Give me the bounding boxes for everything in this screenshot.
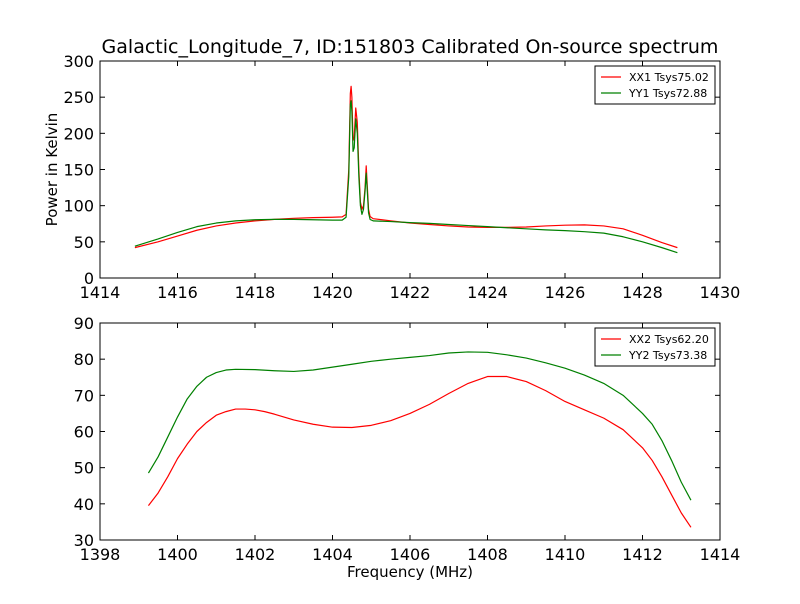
y-tick-label: 50 [74,459,94,478]
x-tick-label: 1430 [700,283,741,302]
y-tick-label: 40 [74,495,94,514]
x-tick-label: 1418 [235,283,276,302]
y-tick-label: 50 [74,233,94,252]
x-tick-label: 1410 [545,545,586,564]
series-line-1 [147,375,692,528]
x-tick-label: 1400 [157,545,198,564]
y-tick-label: 80 [74,350,94,369]
y-tick-label: 300 [63,52,94,71]
y-tick-label: 90 [74,314,94,333]
legend: XX1 Tsys75.02 YY1 Tsys72.88 [594,65,716,105]
y-tick-label: 30 [74,531,94,550]
legend-box [594,65,716,105]
x-tick-label: 1412 [622,545,663,564]
x-tick-label: 1398 [80,545,121,564]
x-tick-label: 1426 [545,283,586,302]
legend-entry-1: XX1 Tsys75.02 [629,71,709,84]
x-tick-label: 1424 [467,283,508,302]
bottom-subplot: 1398 1400 1402 1404 1406 1408 1410 1412 1414 30 40… [74,314,741,581]
x-tick-label: 1420 [312,283,353,302]
series-line-2 [147,351,692,501]
y-tick-label: 60 [74,423,94,442]
y-tick-label: 250 [63,88,94,107]
y-tick-label: 0 [84,269,94,288]
y-tick-label: 70 [74,386,94,405]
top-subplot: 1414 1416 1418 1420 1422 1424 1426 1428 1430 0 50 1… [43,52,740,302]
legend-entry-1: XX2 Tsys62.20 [629,333,709,346]
x-tick-label: 1422 [390,283,431,302]
x-tick-label: 1406 [390,545,431,564]
series-line-2 [134,100,678,254]
x-tick-label: 1408 [467,545,508,564]
x-tick-label: 1416 [157,283,198,302]
x-tick-label: 1414 [80,283,121,302]
legend: XX2 Tsys62.20 YY2 Tsys73.38 [594,327,716,367]
series-line-1 [134,85,678,249]
x-tick-label: 1428 [622,283,663,302]
y-tick-label: 200 [63,124,94,143]
y-tick-label: 150 [63,161,94,180]
x-axis-label: Frequency (MHz) [347,563,473,581]
legend-entry-2: YY1 Tsys72.88 [628,87,707,100]
y-axis-label: Power in Kelvin [43,113,61,227]
y-tick-label: 100 [63,197,94,216]
x-tick-label: 1402 [235,545,276,564]
chart-title: Galactic_Longitude_7, ID:151803 Calibrat… [102,36,719,58]
x-tick-label: 1414 [700,545,741,564]
legend-box [594,327,716,367]
x-tick-label: 1404 [312,545,353,564]
legend-entry-2: YY2 Tsys73.38 [628,349,707,362]
